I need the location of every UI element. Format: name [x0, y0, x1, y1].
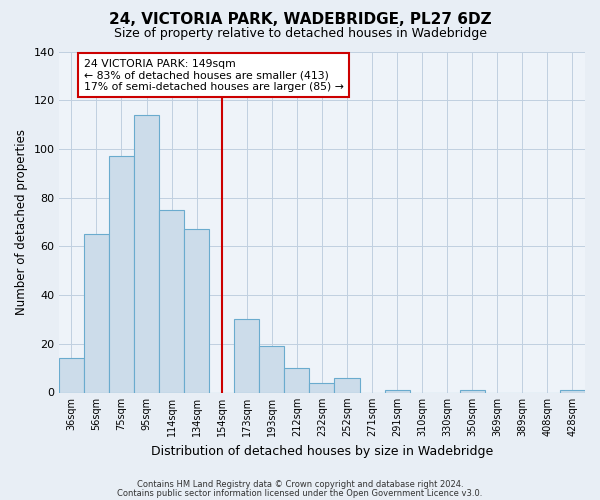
X-axis label: Distribution of detached houses by size in Wadebridge: Distribution of detached houses by size … — [151, 444, 493, 458]
Bar — [284, 368, 310, 392]
Text: Size of property relative to detached houses in Wadebridge: Size of property relative to detached ho… — [113, 28, 487, 40]
Text: 24, VICTORIA PARK, WADEBRIDGE, PL27 6DZ: 24, VICTORIA PARK, WADEBRIDGE, PL27 6DZ — [109, 12, 491, 28]
Bar — [460, 390, 485, 392]
Bar — [234, 320, 259, 392]
Bar — [334, 378, 359, 392]
Bar — [134, 115, 159, 392]
Bar — [259, 346, 284, 393]
Bar — [84, 234, 109, 392]
Text: 24 VICTORIA PARK: 149sqm
← 83% of detached houses are smaller (413)
17% of semi-: 24 VICTORIA PARK: 149sqm ← 83% of detach… — [84, 59, 344, 92]
Y-axis label: Number of detached properties: Number of detached properties — [15, 129, 28, 315]
Bar — [560, 390, 585, 392]
Bar — [310, 383, 334, 392]
Bar — [109, 156, 134, 392]
Bar — [385, 390, 410, 392]
Text: Contains HM Land Registry data © Crown copyright and database right 2024.: Contains HM Land Registry data © Crown c… — [137, 480, 463, 489]
Bar — [184, 230, 209, 392]
Text: Contains public sector information licensed under the Open Government Licence v3: Contains public sector information licen… — [118, 488, 482, 498]
Bar — [159, 210, 184, 392]
Bar — [59, 358, 84, 392]
